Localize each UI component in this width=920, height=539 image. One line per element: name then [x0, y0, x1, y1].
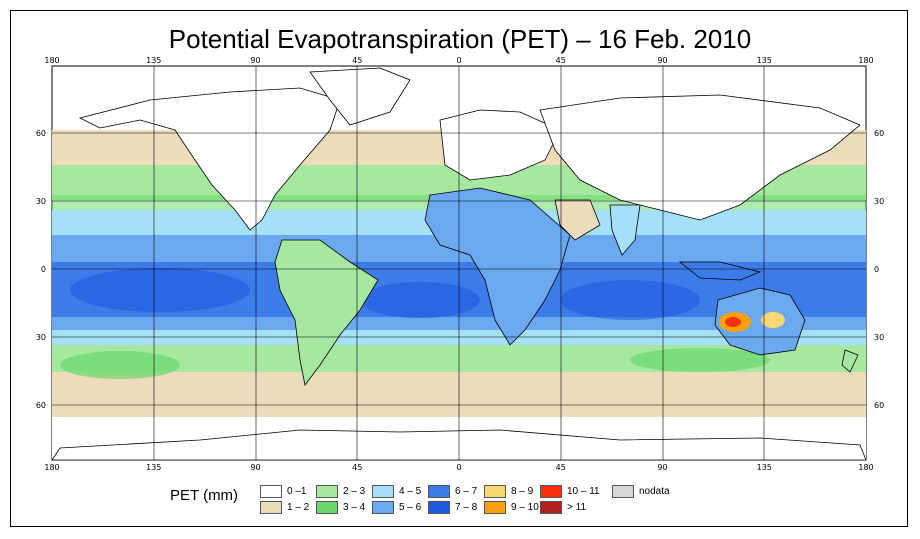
longitude-tick-label: 135	[146, 463, 161, 472]
continents	[51, 67, 867, 461]
latitude-tick-label: 60	[36, 401, 46, 410]
longitude-tick-label: 45	[352, 463, 362, 472]
latitude-tick-label: 30	[874, 333, 884, 342]
longitude-tick-label: 180	[44, 463, 59, 472]
legend-swatch	[372, 501, 394, 514]
legend-swatch	[372, 485, 394, 498]
legend-label: 1 – 2	[287, 502, 310, 513]
indonesia	[678, 261, 762, 281]
longitude-tick-label: 180	[858, 463, 873, 472]
longitude-tick-label: 180	[44, 56, 59, 65]
legend-swatch	[540, 485, 562, 498]
legend-label: nodata	[639, 486, 670, 497]
map-plot-area	[51, 65, 867, 461]
legend-label: 9 – 10	[511, 502, 539, 513]
longitude-tick-label: 180	[858, 56, 873, 65]
map-title: Potential Evapotranspiration (PET) – 16 …	[168, 24, 752, 54]
new-zealand	[841, 349, 859, 373]
legend-swatch	[428, 501, 450, 514]
longitude-tick-label: 135	[757, 56, 772, 65]
field-patch-pacific	[70, 268, 250, 312]
europe	[439, 109, 561, 181]
field-patch-atlantic	[360, 282, 480, 318]
arabia	[554, 199, 601, 241]
longitude-tick-label: 45	[556, 56, 566, 65]
legend-title: PET (mm)	[170, 487, 239, 504]
latitude-tick-label: 60	[874, 401, 884, 410]
legend-swatch	[316, 485, 338, 498]
legend-label: 2 – 3	[343, 486, 366, 497]
legend-swatch	[612, 485, 634, 498]
legend-swatch	[540, 501, 562, 514]
legend-label: 0 –1	[287, 486, 307, 497]
longitude-tick-label: 90	[250, 56, 260, 65]
legend-swatch	[316, 501, 338, 514]
longitude-tick-label: 90	[657, 56, 667, 65]
longitude-tick-label: 90	[250, 463, 260, 472]
longitude-tick-label: 0	[456, 463, 461, 472]
hotspot-west-australia-core	[725, 317, 741, 327]
legend-swatch	[260, 485, 282, 498]
asia	[539, 94, 861, 221]
latitude-tick-label: 30	[36, 333, 46, 342]
north-america	[78, 87, 341, 231]
hotspot-east-australia	[761, 312, 785, 328]
longitude-tick-label: 45	[352, 56, 362, 65]
legend-swatch	[484, 485, 506, 498]
india	[609, 204, 641, 256]
legend-swatch	[484, 501, 506, 514]
latitude-tick-label: 30	[36, 197, 46, 206]
graticule	[52, 66, 866, 460]
legend-label: 8 – 9	[511, 486, 534, 497]
field-patch-indian	[560, 280, 700, 320]
latitude-tick-label: 60	[36, 129, 46, 138]
legend-label: 6 – 7	[455, 486, 478, 497]
longitude-tick-label: 135	[146, 56, 161, 65]
legend-swatch	[428, 485, 450, 498]
figure-frame	[10, 10, 908, 527]
longitude-ticks-top: 180 135 90 45 0 45 90 135 180	[44, 56, 873, 65]
latitude-tick-label: 0	[41, 265, 46, 274]
legend-label: 3 – 4	[343, 502, 366, 513]
legend-label: 5 – 6	[399, 502, 422, 513]
legend-label: 7 – 8	[455, 502, 478, 513]
legend-label: 4 – 5	[399, 486, 422, 497]
latitude-tick-label: 60	[874, 129, 884, 138]
longitude-tick-label: 90	[657, 463, 667, 472]
legend-label: > 11	[567, 502, 586, 513]
latitude-tick-label: 30	[874, 197, 884, 206]
latitude-ticks-left: 60 30 0 30 60	[36, 129, 46, 410]
longitude-tick-label: 0	[456, 56, 461, 65]
africa	[424, 187, 571, 346]
longitude-tick-label: 135	[757, 463, 772, 472]
legend-label: 10 – 11	[567, 486, 600, 497]
longitude-ticks-bottom: 180 135 90 45 0 45 90 135 180	[44, 463, 873, 472]
field-patch-green-pac	[60, 351, 180, 379]
field-patch-green-ind	[630, 348, 770, 372]
longitude-tick-label: 45	[556, 463, 566, 472]
australia	[714, 287, 806, 356]
legend-swatch	[260, 501, 282, 514]
latitude-ticks-right: 60 30 0 30 60	[874, 129, 884, 410]
greenland	[309, 67, 411, 126]
south-america	[274, 239, 379, 386]
latitude-tick-label: 0	[874, 265, 879, 274]
